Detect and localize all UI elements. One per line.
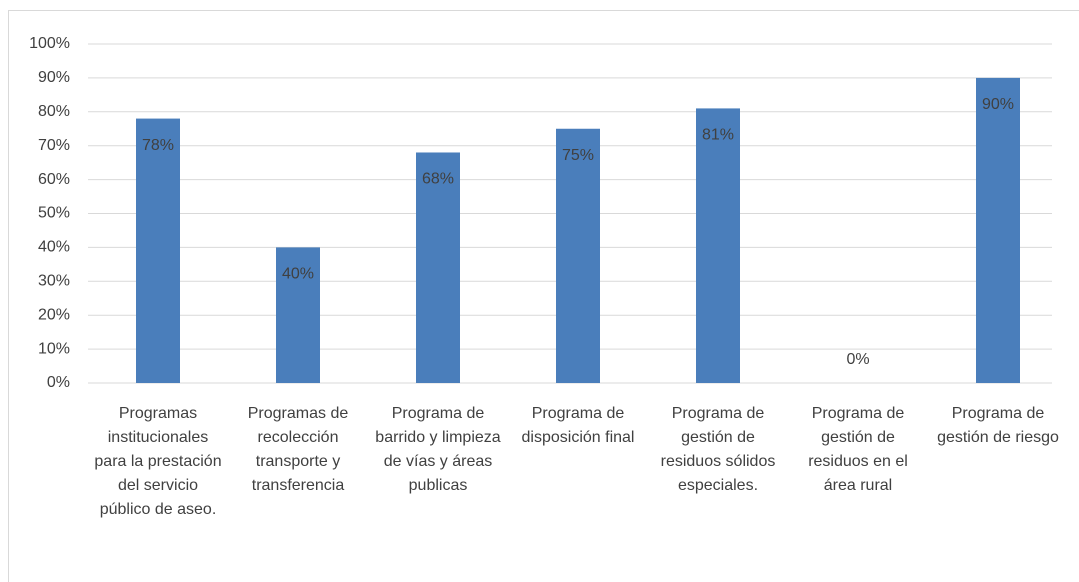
y-tick-label: 10%: [38, 340, 70, 357]
data-label: 81%: [702, 127, 734, 144]
bar: [696, 108, 740, 383]
y-tick-label: 80%: [38, 103, 70, 120]
x-tick-label: Programas institucionales para la presta…: [94, 405, 222, 518]
bar: [416, 152, 460, 383]
y-tick-label: 30%: [38, 273, 70, 290]
data-label: 40%: [282, 266, 314, 283]
bar: [136, 118, 180, 383]
bar: [556, 128, 600, 383]
y-tick-label: 100%: [29, 35, 70, 52]
chart-border: [8, 10, 1079, 582]
bar: [976, 77, 1020, 384]
data-label: 68%: [422, 171, 454, 188]
data-label: 78%: [142, 137, 174, 154]
x-tick-label: Programa de gestión de residuos sólidos …: [660, 405, 776, 494]
x-tick-label: Programa de disposición final: [521, 405, 635, 446]
x-tick-label: Programa de gestión de riesgo: [937, 405, 1059, 446]
y-tick-label: 90%: [38, 69, 70, 86]
x-tick-label: Programa de gestión de residuos en el ár…: [808, 405, 908, 494]
y-tick-label: 40%: [38, 239, 70, 256]
bar: [276, 247, 320, 383]
y-tick-label: 60%: [38, 171, 70, 188]
data-label: 75%: [562, 147, 594, 164]
data-label: 90%: [982, 96, 1014, 113]
y-tick-label: 20%: [38, 306, 70, 323]
x-tick-label: Programas de recolección transporte y tr…: [247, 405, 349, 494]
y-tick-label: 70%: [38, 137, 70, 154]
data-label: 0%: [846, 351, 869, 368]
y-tick-label: 0%: [47, 374, 70, 391]
y-tick-label: 50%: [38, 205, 70, 222]
x-tick-label: Programa de barrido y limpieza de vías y…: [375, 405, 501, 494]
